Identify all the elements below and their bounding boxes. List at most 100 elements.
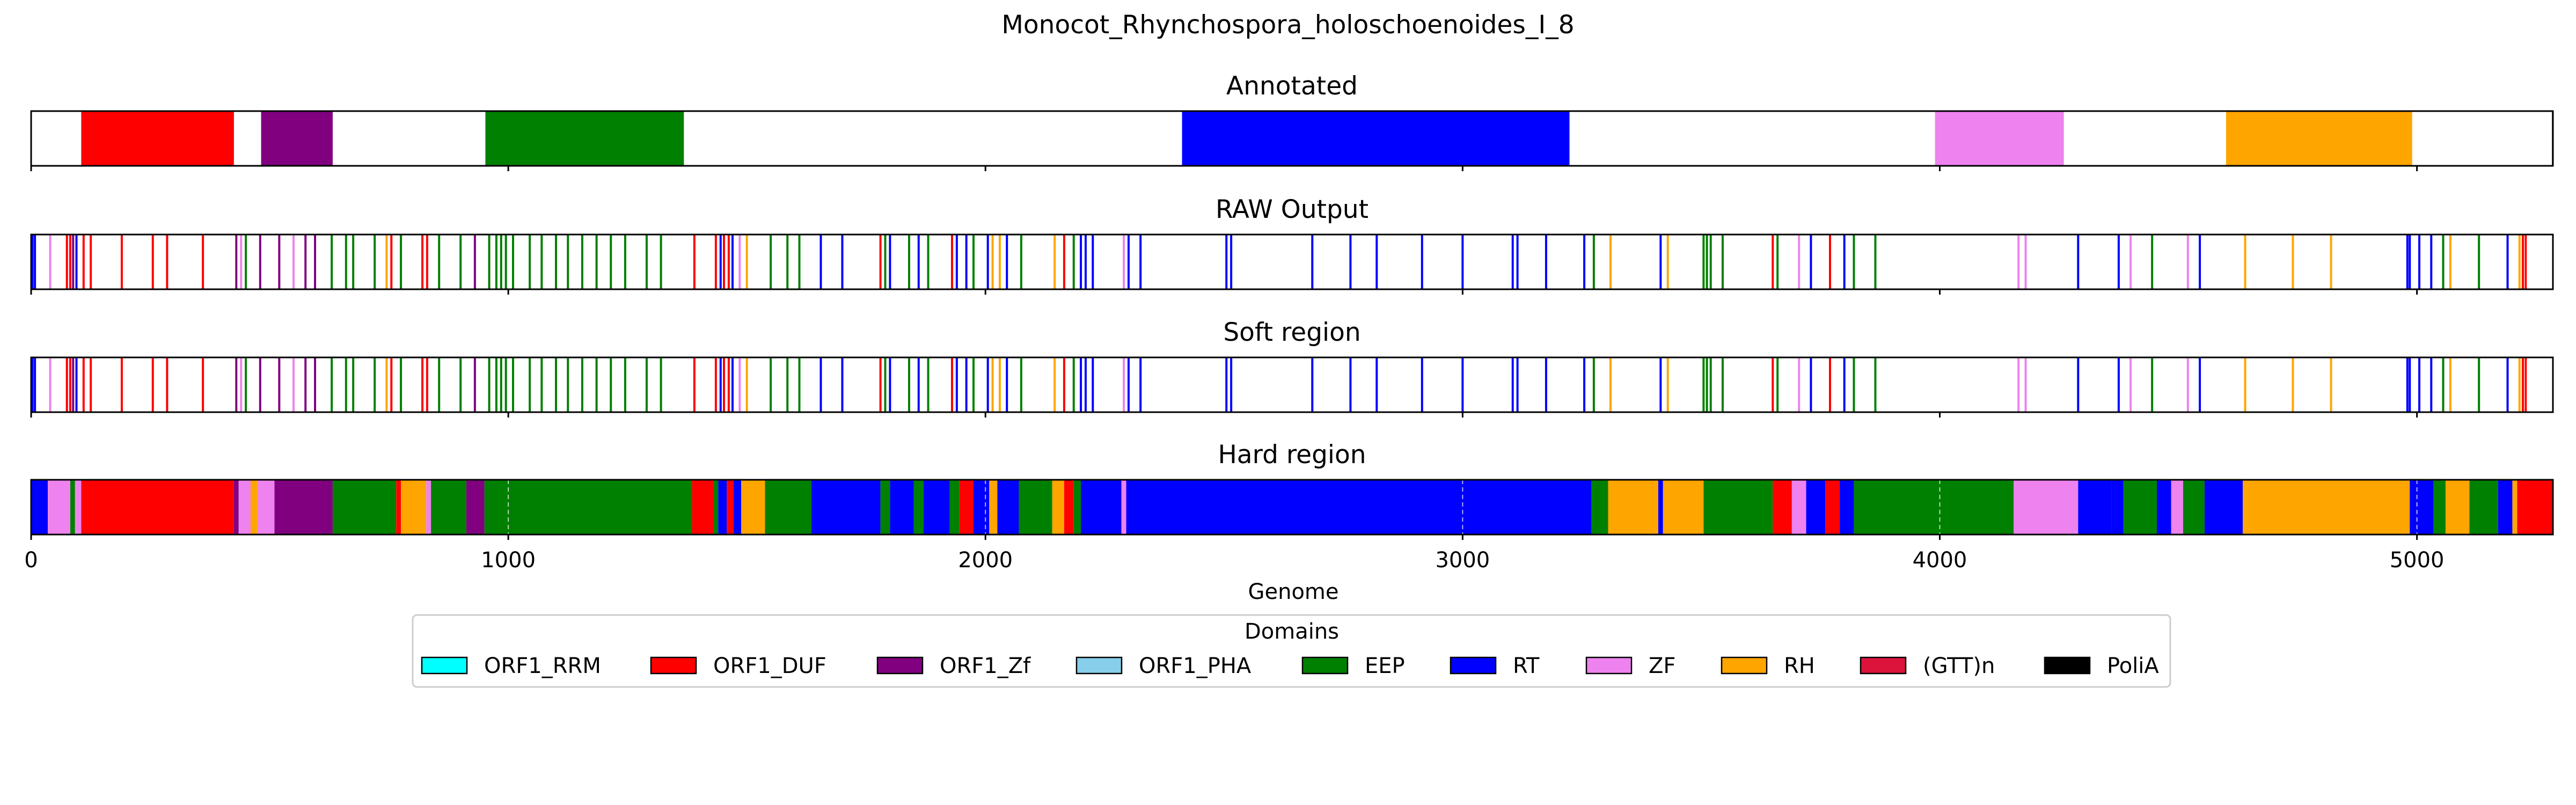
x-tick-label: 4000 xyxy=(1913,548,1967,573)
segment-rt xyxy=(2410,480,2434,535)
segment-eep xyxy=(1073,480,1081,535)
segment-orf1-duf xyxy=(1825,480,1840,535)
segment-rt xyxy=(1126,480,1592,535)
x-tick-label: 0 xyxy=(24,548,38,573)
legend-label: RT xyxy=(1513,654,1540,678)
segment-eep xyxy=(713,480,719,535)
segment-rt xyxy=(1806,480,1826,535)
segment-rt xyxy=(2111,480,2124,535)
segment-eep xyxy=(949,480,960,535)
segment-zf xyxy=(75,480,82,535)
segment-rt xyxy=(2204,480,2243,535)
x-tick-label: 3000 xyxy=(1435,548,1490,573)
segment-zf xyxy=(258,480,275,535)
segment-orf1-duf xyxy=(1064,480,1074,535)
segment-eep xyxy=(1591,480,1608,535)
segment-rh xyxy=(1663,480,1704,535)
segment-rh xyxy=(2512,480,2518,535)
segment-eep xyxy=(1703,480,1773,535)
panel-raw-output: RAW Output xyxy=(30,195,2554,295)
legend-swatch-orf1-rrm xyxy=(421,656,468,675)
segment-rt xyxy=(2157,480,2171,535)
legend-swatch-gtt-n xyxy=(1860,656,1907,675)
segment-eep xyxy=(1019,480,1052,535)
segment-orf1-duf xyxy=(396,480,401,535)
segment-zf xyxy=(2014,480,2079,535)
segment-orf1-duf xyxy=(959,480,974,535)
panel-title: Soft region xyxy=(1223,318,1360,347)
legend-swatch-polia xyxy=(2044,656,2091,675)
segment-rt xyxy=(1081,480,1122,535)
segment-orf1-duf xyxy=(727,480,734,535)
segment-rh xyxy=(250,480,258,535)
segment-orf1-duf xyxy=(692,480,714,535)
segment-eep xyxy=(70,480,75,535)
segment-rt xyxy=(1839,480,1854,535)
legend-swatch-rh xyxy=(1721,656,1768,675)
legend: Domains ORF1_RRM ORF1_DUF ORF1_Zf ORF1_PHA EE… xyxy=(412,614,2171,688)
segment-orf1-duf xyxy=(1773,480,1792,535)
panel-title: Hard region xyxy=(1218,440,1366,470)
panel-frame xyxy=(30,479,2554,536)
segment-eep xyxy=(880,480,890,535)
x-axis-label: Genome xyxy=(1248,580,1338,604)
segment-eep xyxy=(332,480,397,535)
x-axis: 0 1000 2000 3000 4000 5000 xyxy=(24,548,2444,573)
panel-frame xyxy=(30,233,2554,290)
panel-hard-region: Hard region xyxy=(30,440,2554,540)
x-tick-label: 1000 xyxy=(481,548,536,573)
segment-rt xyxy=(31,480,48,535)
segment-zf xyxy=(426,480,431,535)
segment-rt xyxy=(1182,111,1570,166)
panel-frame xyxy=(30,356,2554,413)
legend-label: PoliA xyxy=(2107,654,2159,678)
segment-rh xyxy=(401,480,427,535)
segment-orf1-zf xyxy=(274,480,333,535)
segment-orf1-zf xyxy=(233,480,239,535)
panel-title: Annotated xyxy=(1226,71,1358,101)
x-tick-label: 2000 xyxy=(958,548,1013,573)
segment-rh xyxy=(741,480,765,535)
segment-rh xyxy=(1052,480,1064,535)
segment-orf1-duf xyxy=(81,111,234,166)
segment-eep xyxy=(431,480,466,535)
segment-zf xyxy=(48,480,70,535)
segment-eep xyxy=(1854,480,2014,535)
segment-rt xyxy=(997,480,1019,535)
segment-rt xyxy=(2078,480,2112,535)
legend-swatch-rt xyxy=(1450,656,1497,675)
panel-annotated: Annotated xyxy=(30,71,2554,171)
segment-rt xyxy=(2498,480,2513,535)
legend-swatch-eep xyxy=(1301,656,1349,675)
segment-eep xyxy=(2469,480,2498,535)
legend-label: ORF1_PHA xyxy=(1139,654,1252,678)
segment-zf xyxy=(1935,111,2064,166)
segment-eep xyxy=(913,480,924,535)
segment-rt xyxy=(733,480,742,535)
segment-orf1-duf xyxy=(81,480,234,535)
segment-orf1-zf xyxy=(261,111,333,166)
segment-eep xyxy=(2433,480,2446,535)
x-tick-label: 5000 xyxy=(2390,548,2445,573)
segment-rh xyxy=(2243,480,2410,535)
legend-label: ORF1_RRM xyxy=(484,654,601,678)
panel-soft-region: Soft region xyxy=(30,318,2554,418)
segment-rt xyxy=(923,480,950,535)
segment-eep xyxy=(2123,480,2157,535)
legend-label: ORF1_DUF xyxy=(713,654,826,678)
legend-label: RH xyxy=(1784,654,1815,678)
segment-rh xyxy=(2226,111,2412,166)
segment-rt xyxy=(718,480,727,535)
panel-frame xyxy=(30,110,2554,167)
legend-swatch-zf xyxy=(1585,656,1633,675)
segment-eep xyxy=(2183,480,2205,535)
segment-zf xyxy=(1121,480,1126,535)
segment-zf xyxy=(1791,480,1806,535)
segment-eep xyxy=(485,111,684,166)
legend-label: (GTT)n xyxy=(1923,654,1995,678)
segment-orf1-zf xyxy=(466,480,485,535)
legend-title: Domains xyxy=(1245,619,1339,644)
segment-rh xyxy=(989,480,998,535)
segment-rt xyxy=(890,480,914,535)
segment-rh xyxy=(2445,480,2470,535)
